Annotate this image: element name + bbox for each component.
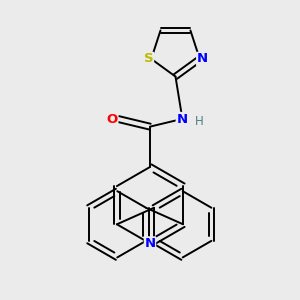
Text: O: O — [106, 112, 118, 125]
Text: N: N — [144, 237, 156, 250]
Text: N: N — [176, 112, 188, 125]
Text: S: S — [144, 52, 154, 65]
Text: H: H — [195, 115, 204, 128]
Text: N: N — [197, 52, 208, 65]
